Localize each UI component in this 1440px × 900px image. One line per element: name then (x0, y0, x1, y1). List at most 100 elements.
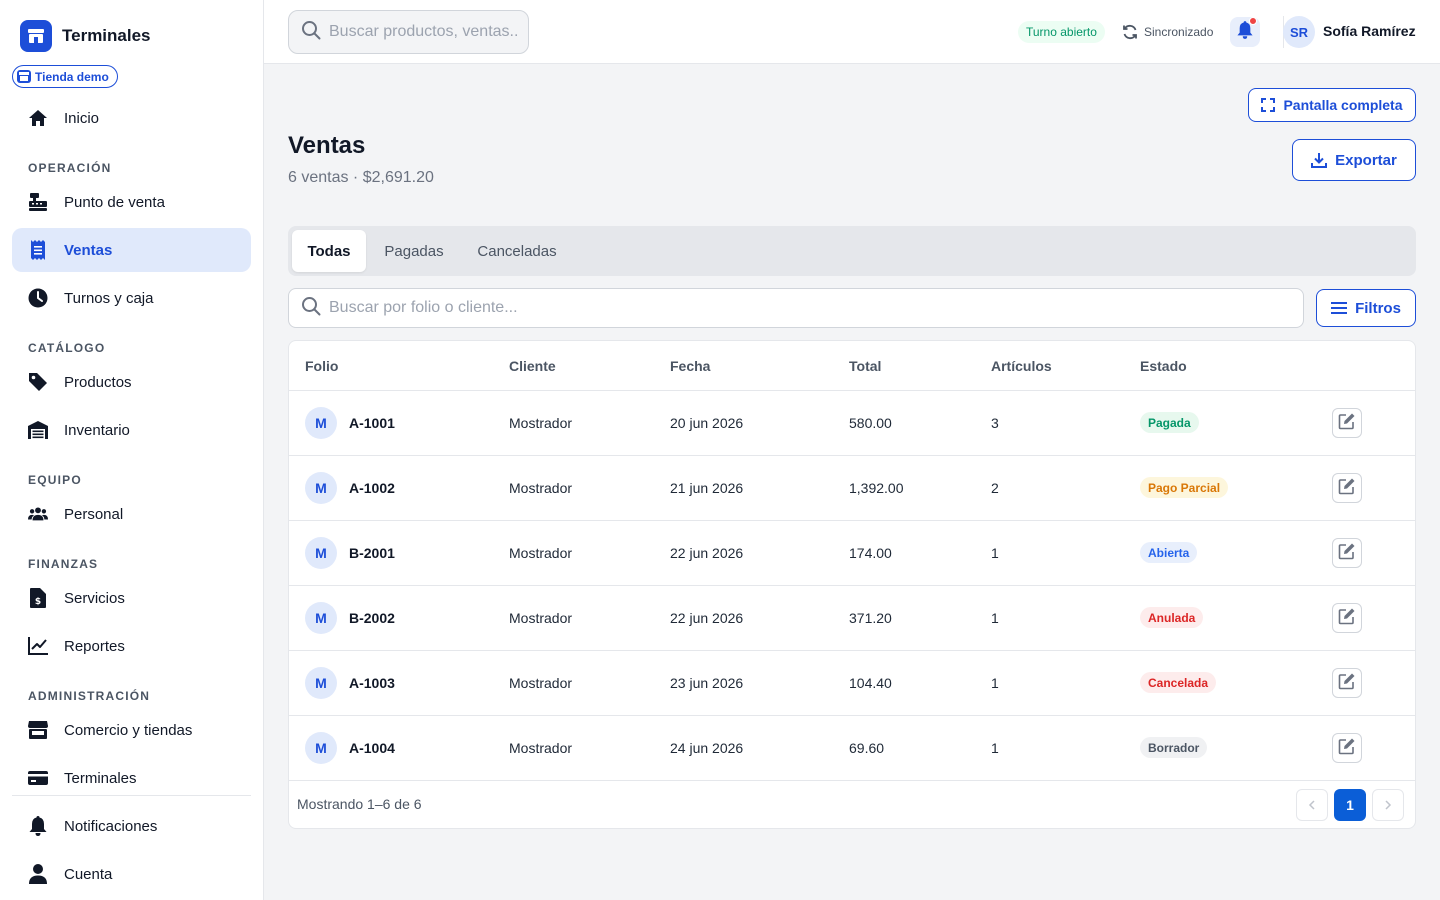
sidebar-item-notificaciones[interactable]: Notificaciones (12, 804, 251, 848)
page-subtitle: 6 ventas · $2,691.20 (288, 169, 434, 186)
shift-status-badge: Turno abierto (1018, 21, 1105, 43)
prev-page-button[interactable] (1296, 789, 1328, 821)
sidebar-item-label: Ventas (64, 241, 113, 259)
cell-folio[interactable]: B-2002 (349, 610, 395, 626)
global-search[interactable] (288, 10, 529, 54)
next-page-button[interactable] (1372, 789, 1404, 821)
cell-total: 104.40 (849, 675, 892, 691)
edit-button[interactable] (1332, 473, 1362, 503)
column-header-articulos[interactable]: Artículos (991, 358, 1052, 374)
cell-folio[interactable]: A-1002 (349, 480, 395, 496)
column-header-folio[interactable]: Folio (305, 358, 339, 374)
column-header-cliente[interactable]: Cliente (509, 358, 556, 374)
column-header-fecha[interactable]: Fecha (670, 358, 711, 374)
sidebar-item-terminales[interactable]: Terminales (12, 756, 251, 800)
sidebar-item-cuenta[interactable]: Cuenta (12, 852, 251, 896)
download-icon (1311, 152, 1328, 168)
chevron-left-icon (1308, 797, 1316, 813)
cell-total: 580.00 (849, 415, 892, 431)
cell-total: 1,392.00 (849, 480, 904, 496)
sidebar-item-label: Punto de venta (64, 193, 165, 211)
brand[interactable]: Terminales (20, 20, 151, 52)
edit-button[interactable] (1332, 668, 1362, 698)
export-button[interactable]: Exportar (1292, 139, 1416, 181)
clock-icon (28, 288, 48, 308)
table-row[interactable]: M A-1001 Mostrador 20 jun 2026 580.00 3 Pagada (289, 391, 1415, 456)
edit-button[interactable] (1332, 408, 1362, 438)
sidebar-item-productos[interactable]: Productos (12, 360, 251, 404)
chevron-right-icon (1384, 797, 1392, 813)
filters-button[interactable]: Filtros (1316, 289, 1416, 327)
sidebar-item-label: Notificaciones (64, 817, 158, 835)
cell-folio[interactable]: A-1003 (349, 675, 395, 691)
cell-folio[interactable]: A-1001 (349, 415, 395, 431)
sidebar-item-inventario[interactable]: Inventario (12, 408, 251, 452)
sidebar-item-reportes[interactable]: Reportes (12, 624, 251, 668)
cell-fecha: 24 jun 2026 (670, 740, 744, 756)
sidebar-item-inicio[interactable]: Inicio (12, 96, 251, 140)
tab-todas[interactable]: Todas (292, 230, 366, 272)
edit-icon (1338, 477, 1356, 500)
table-row[interactable]: M B-2002 Mostrador 22 jun 2026 371.20 1 Anulad… (289, 586, 1415, 651)
topbar: Turno abierto Sincronizado SR Sofía Ramí… (264, 0, 1440, 64)
sidebar-item-punto-de-venta[interactable]: Punto de venta (12, 180, 251, 224)
user-avatar[interactable]: SR (1283, 16, 1315, 48)
global-search-input[interactable] (329, 23, 519, 41)
export-label: Exportar (1335, 151, 1397, 169)
filters-label: Filtros (1355, 299, 1401, 317)
store-icon (17, 70, 31, 83)
column-header-total[interactable]: Total (849, 358, 882, 374)
bell-icon (28, 816, 48, 836)
table-row[interactable]: M A-1004 Mostrador 24 jun 2026 69.60 1 Borrado… (289, 716, 1415, 781)
table-search[interactable] (288, 288, 1304, 328)
chart-line-icon (28, 636, 48, 656)
sidebar-divider (12, 795, 251, 796)
notifications-button[interactable] (1230, 17, 1260, 47)
pagination-summary: Mostrando 1–6 de 6 (297, 796, 422, 812)
store-logo-icon (20, 20, 52, 52)
sidebar-item-ventas[interactable]: Ventas (12, 228, 251, 272)
credit-card-icon (28, 768, 48, 788)
edit-button[interactable] (1332, 733, 1362, 763)
sidebar-item-comercio[interactable]: Comercio y tiendas (12, 708, 251, 752)
edit-icon (1338, 672, 1356, 695)
table-row[interactable]: M A-1003 Mostrador 23 jun 2026 104.40 1 Cancel… (289, 651, 1415, 716)
table-search-input[interactable] (329, 299, 1229, 317)
sync-status[interactable]: Sincronizado (1122, 21, 1213, 43)
sidebar-item-label: Reportes (64, 637, 125, 655)
cell-cliente: Mostrador (509, 675, 573, 691)
status-badge: Borrador (1140, 737, 1208, 758)
store-selector[interactable]: Tienda demo (12, 65, 118, 88)
fullscreen-button[interactable]: Pantalla completa (1248, 88, 1416, 122)
shop-icon (28, 720, 48, 740)
store-badge-label: Tienda demo (35, 69, 109, 84)
edit-button[interactable] (1332, 603, 1362, 633)
tab-pagadas[interactable]: Pagadas (384, 242, 444, 260)
cell-total: 371.20 (849, 610, 892, 626)
page-button-current[interactable]: 1 (1334, 789, 1366, 821)
edit-icon (1338, 412, 1356, 435)
edit-icon (1338, 737, 1356, 760)
status-badge: Anulada (1140, 607, 1204, 628)
sidebar-item-servicios[interactable]: $ Servicios (12, 576, 251, 620)
cell-articulos: 1 (991, 740, 999, 756)
tab-canceladas[interactable]: Canceladas (477, 242, 557, 260)
customer-avatar: M (305, 407, 337, 439)
cell-folio[interactable]: A-1004 (349, 740, 395, 756)
table-row[interactable]: M A-1002 Mostrador 21 jun 2026 1,392.00 2 Pago… (289, 456, 1415, 521)
status-badge: Cancelada (1140, 672, 1217, 693)
cell-cliente: Mostrador (509, 545, 573, 561)
sales-tabs: Todas Pagadas Canceladas (288, 226, 1416, 276)
table-row[interactable]: M B-2001 Mostrador 22 jun 2026 174.00 1 Abiert… (289, 521, 1415, 586)
cell-cliente: Mostrador (509, 415, 573, 431)
cell-folio[interactable]: B-2001 (349, 545, 395, 561)
sidebar-item-personal[interactable]: Personal (12, 492, 251, 536)
edit-button[interactable] (1332, 538, 1362, 568)
warehouse-icon (28, 420, 48, 440)
cell-fecha: 23 jun 2026 (670, 675, 744, 691)
column-header-estado[interactable]: Estado (1140, 358, 1187, 374)
sidebar-item-turnos[interactable]: Turnos y caja (12, 276, 251, 320)
section-operacion: OPERACIÓN (28, 161, 112, 175)
user-name[interactable]: Sofía Ramírez (1323, 23, 1416, 39)
edit-icon (1338, 542, 1356, 565)
